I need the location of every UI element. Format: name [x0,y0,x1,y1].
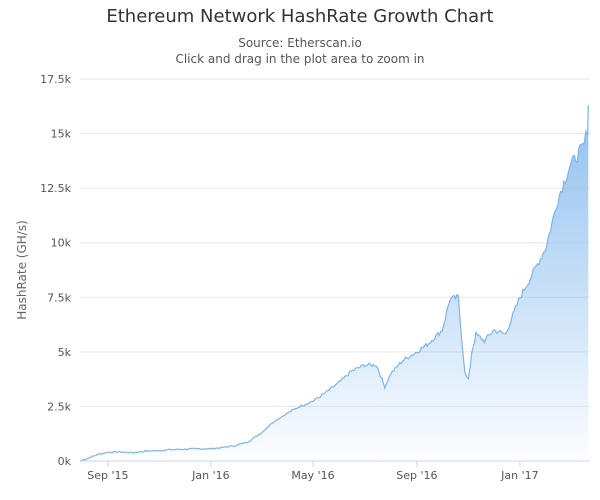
y-tick-label: 7.5k [47,291,71,304]
x-tick-label: May '16 [291,469,334,482]
x-tick-label: Jan '16 [191,469,229,482]
y-tick-label: 12.5k [40,182,71,195]
y-axis-label: HashRate (GH/s) [15,220,29,320]
x-tick-label: Jan '17 [500,469,538,482]
y-axis-ticks: 0k 2.5k 5k 7.5k 10k 12.5k 15k 17.5k [40,73,71,468]
y-tick-label: 15k [51,128,72,141]
y-tick-label: 0k [58,455,72,468]
chart-zoom-hint: Click and drag in the plot area to zoom … [175,52,425,66]
x-axis-ticks: Sep '15 Jan '16 May '16 Sep '16 Jan '17 [87,461,539,482]
y-tick-label: 17.5k [40,73,71,86]
chart-title: Ethereum Network HashRate Growth Chart [106,6,494,27]
y-tick-label: 10k [51,237,72,250]
x-tick-label: Sep '16 [396,469,437,482]
x-tick-label: Sep '15 [87,469,128,482]
y-tick-label: 5k [58,346,72,359]
hashrate-area [80,105,589,461]
chart-subtitle: Source: Etherscan.io [238,36,362,50]
hashrate-line [79,105,589,462]
y-tick-label: 2.5k [47,400,71,413]
